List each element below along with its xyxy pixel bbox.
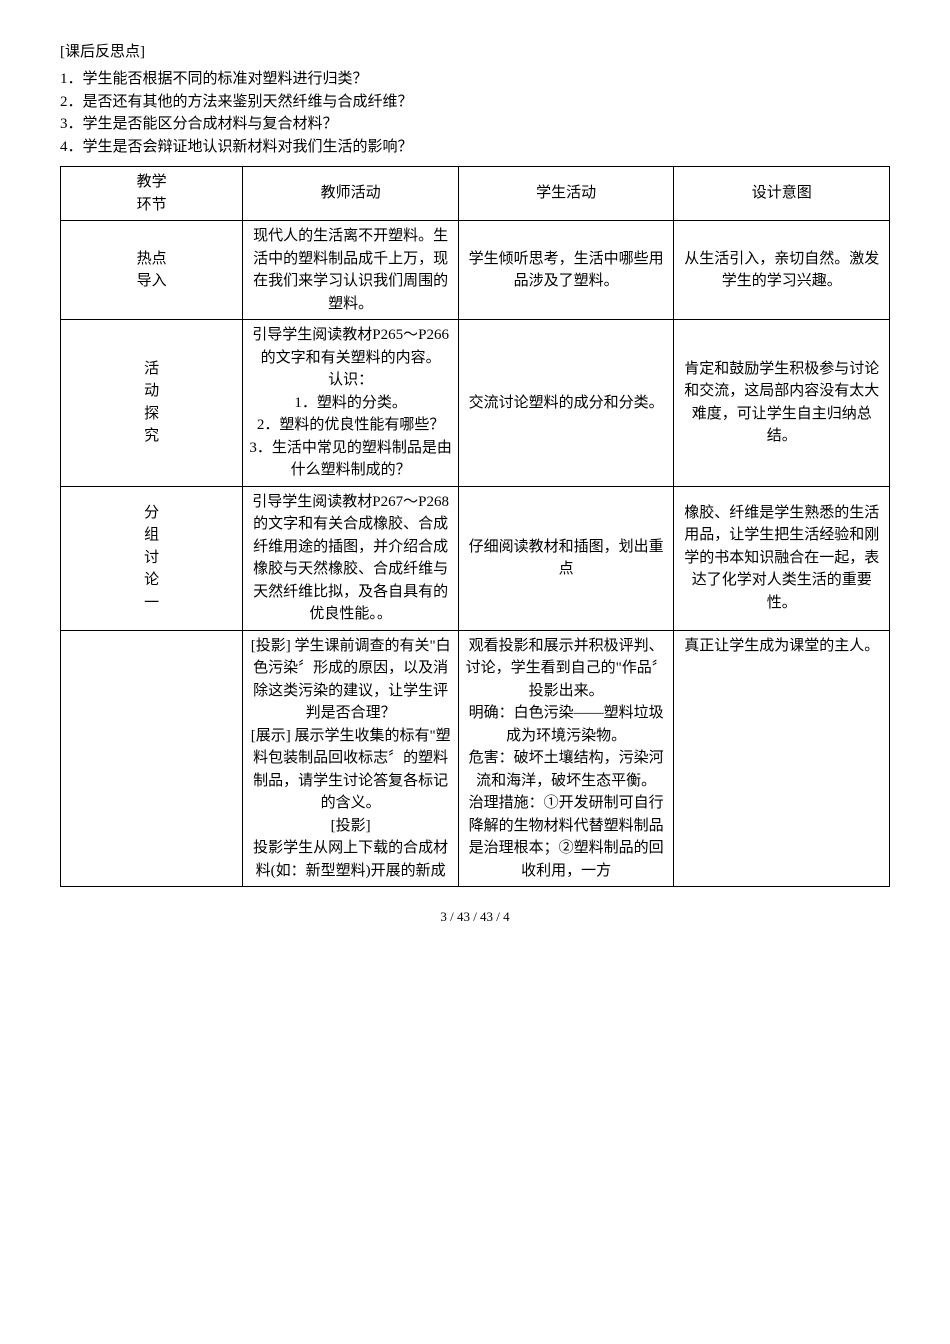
cell-intent: 从生活引入，亲切自然。激发学生的学习兴趣。 [674, 221, 890, 320]
table-row: [投影] 学生课前调查的有关"白色污染〞形成的原因，以及消除这类污染的建议，让学… [61, 630, 890, 887]
reflection-item: 4．学生是否会辩证地认识新材料对我们生活的影响？ [60, 136, 890, 159]
table-row: 分组讨论一 引导学生阅读教材P267～P268的文字和有关合成橡胶、合成纤维用途… [61, 486, 890, 630]
page-footer: 3 / 43 / 43 / 4 [60, 907, 890, 928]
lesson-table: 教学环节 教师活动 学生活动 设计意图 热点导入 现代人的生活离不开塑料。生活中… [60, 166, 890, 887]
cell-student: 观看投影和展示并积极评判、讨论，学生看到自己的"作品〞投影出来。明确：白色污染—… [458, 630, 674, 887]
cell-student: 仔细阅读教材和插图，划出重点 [458, 486, 674, 630]
cell-stage: 活动探究 [61, 320, 243, 487]
cell-stage [61, 630, 243, 887]
header-stage: 教学环节 [61, 167, 243, 221]
cell-student: 交流讨论塑料的成分和分类。 [458, 320, 674, 487]
header-teacher: 教师活动 [243, 167, 459, 221]
table-row: 活动探究 引导学生阅读教材P265～P266的文字和有关塑料的内容。认识：1．塑… [61, 320, 890, 487]
cell-intent: 肯定和鼓励学生积极参与讨论和交流，这局部内容没有太大难度，可让学生自主归纳总结。 [674, 320, 890, 487]
cell-student: 学生倾听思考，生活中哪些用品涉及了塑料。 [458, 221, 674, 320]
cell-teacher: 引导学生阅读教材P267～P268的文字和有关合成橡胶、合成纤维用途的插图，并介… [243, 486, 459, 630]
reflection-list: 1．学生能否根据不同的标准对塑料进行归类？ 2．是否还有其他的方法来鉴别天然纤维… [60, 68, 890, 158]
header-intent: 设计意图 [674, 167, 890, 221]
table-header-row: 教学环节 教师活动 学生活动 设计意图 [61, 167, 890, 221]
cell-teacher: 引导学生阅读教材P265～P266的文字和有关塑料的内容。认识：1．塑料的分类。… [243, 320, 459, 487]
reflection-item: 3．学生是否能区分合成材料与复合材料？ [60, 113, 890, 136]
cell-teacher: [投影] 学生课前调查的有关"白色污染〞形成的原因，以及消除这类污染的建议，让学… [243, 630, 459, 887]
cell-stage: 热点导入 [61, 221, 243, 320]
cell-stage: 分组讨论一 [61, 486, 243, 630]
cell-intent: 真正让学生成为课堂的主人。 [674, 630, 890, 887]
reflection-item: 1．学生能否根据不同的标准对塑料进行归类？ [60, 68, 890, 91]
table-row: 热点导入 现代人的生活离不开塑料。生活中的塑料制品成千上万，现在我们来学习认识我… [61, 221, 890, 320]
cell-teacher: 现代人的生活离不开塑料。生活中的塑料制品成千上万，现在我们来学习认识我们周围的塑… [243, 221, 459, 320]
reflection-title: [课后反思点] [60, 40, 890, 64]
header-student: 学生活动 [458, 167, 674, 221]
reflection-item: 2．是否还有其他的方法来鉴别天然纤维与合成纤维？ [60, 91, 890, 114]
cell-intent: 橡胶、纤维是学生熟悉的生活用品，让学生把生活经验和刚学的书本知识融合在一起，表达… [674, 486, 890, 630]
